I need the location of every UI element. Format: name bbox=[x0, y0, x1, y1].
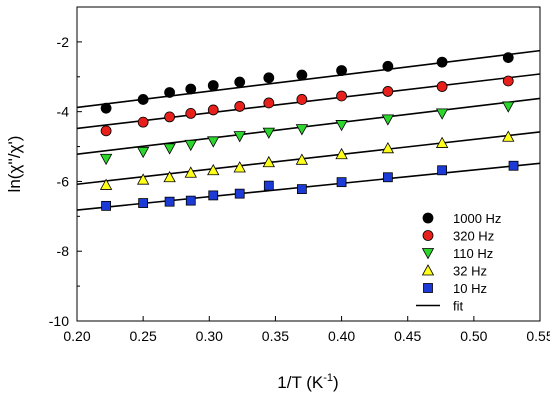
x-tick-label: 0.25 bbox=[130, 328, 157, 344]
data-point bbox=[138, 198, 149, 208]
fit-line bbox=[76, 162, 541, 211]
data-point bbox=[207, 136, 220, 148]
data-point bbox=[295, 124, 309, 136]
data-point bbox=[207, 104, 219, 116]
x-axis-title-superscript: -1 bbox=[323, 372, 333, 384]
legend-marker bbox=[422, 212, 434, 224]
data-point bbox=[234, 188, 245, 199]
y-tick-label: -10 bbox=[49, 313, 69, 329]
data-point bbox=[164, 196, 175, 207]
data-point bbox=[435, 108, 449, 120]
data-point bbox=[435, 136, 449, 148]
x-tick-label: 0.50 bbox=[460, 328, 487, 344]
legend-label: 320 Hz bbox=[453, 229, 494, 244]
y-axis-title: ln(χ''/χ') bbox=[5, 136, 24, 193]
x-tick-label: 0.30 bbox=[196, 328, 223, 344]
data-point bbox=[263, 180, 274, 191]
legend-marker bbox=[423, 283, 433, 293]
data-point bbox=[185, 83, 197, 95]
data-point bbox=[381, 114, 395, 126]
data-point bbox=[136, 173, 150, 185]
x-tick-label: 0.35 bbox=[262, 328, 289, 344]
data-point bbox=[184, 139, 197, 152]
data-point bbox=[234, 101, 246, 112]
data-point bbox=[263, 72, 275, 84]
data-point bbox=[99, 153, 113, 166]
y-axis-ticks: -2 -4 -6 -8 -10 bbox=[49, 6, 82, 329]
x-tick-label: 0.40 bbox=[328, 328, 355, 344]
data-point bbox=[99, 178, 113, 190]
data-point bbox=[502, 75, 514, 87]
data-point bbox=[101, 200, 112, 211]
data-point bbox=[208, 190, 219, 201]
x-axis-title: 1/T (K-1) bbox=[277, 372, 338, 392]
legend-label: 110 Hz bbox=[453, 246, 493, 261]
data-point bbox=[233, 161, 246, 173]
data-point bbox=[382, 86, 394, 97]
legend-marker bbox=[421, 248, 435, 260]
legend-label: fit bbox=[453, 299, 464, 314]
x-axis-ticks: 0.20 0.25 0.30 0.35 0.40 0.45 0.50 0.55 bbox=[63, 316, 550, 344]
data-point bbox=[184, 166, 197, 178]
data-point bbox=[382, 60, 394, 72]
data-point bbox=[100, 102, 112, 114]
data-point bbox=[295, 153, 309, 165]
data-point bbox=[296, 94, 308, 105]
data-point bbox=[437, 165, 448, 176]
y-tick-label: -4 bbox=[57, 104, 70, 120]
legend-marker bbox=[421, 264, 435, 276]
data-point bbox=[233, 131, 246, 143]
data-point bbox=[234, 76, 246, 88]
data-point bbox=[262, 155, 275, 168]
data-point bbox=[382, 172, 393, 183]
data-point bbox=[163, 170, 176, 183]
data-point bbox=[207, 80, 219, 91]
y-tick-label: -6 bbox=[57, 173, 70, 189]
x-tick-label: 0.45 bbox=[394, 328, 421, 344]
fit-line bbox=[76, 73, 541, 130]
data-point bbox=[164, 87, 176, 98]
data-point bbox=[207, 163, 220, 176]
fit-line bbox=[76, 49, 541, 109]
data-point bbox=[335, 147, 348, 160]
data-point bbox=[502, 130, 515, 142]
legend: 1000 Hz 320 Hz 110 Hz 32 Hz 10 Hz fit bbox=[416, 211, 501, 314]
fit-line bbox=[76, 97, 541, 156]
x-tick-label: 0.55 bbox=[526, 328, 550, 344]
data-point bbox=[263, 97, 275, 109]
data-point bbox=[502, 52, 514, 63]
y-tick-label: -8 bbox=[57, 243, 70, 259]
data-point bbox=[336, 65, 347, 76]
fit-line bbox=[76, 131, 541, 186]
legend-label: 1000 Hz bbox=[453, 211, 501, 226]
legend-marker bbox=[422, 230, 434, 241]
data-points bbox=[99, 52, 519, 211]
data-point bbox=[136, 146, 150, 159]
legend-label: 32 Hz bbox=[453, 264, 487, 279]
data-point bbox=[436, 56, 448, 68]
data-point bbox=[164, 111, 176, 123]
data-point bbox=[336, 90, 347, 102]
data-point bbox=[381, 141, 395, 154]
x-axis-title-end: ) bbox=[333, 373, 339, 392]
data-point bbox=[296, 184, 307, 195]
data-point bbox=[100, 125, 112, 137]
data-point bbox=[508, 160, 519, 171]
y-tick-label: -2 bbox=[57, 34, 70, 50]
data-point bbox=[185, 195, 196, 206]
data-point bbox=[137, 116, 149, 128]
data-point bbox=[185, 108, 197, 119]
data-point bbox=[436, 81, 448, 92]
data-point bbox=[296, 69, 308, 81]
data-point bbox=[163, 143, 176, 155]
data-point bbox=[502, 101, 515, 113]
legend-label: 10 Hz bbox=[453, 281, 487, 296]
data-point bbox=[335, 120, 348, 132]
fit-lines bbox=[76, 49, 541, 211]
data-point bbox=[336, 177, 347, 188]
x-tick-label: 0.20 bbox=[63, 328, 90, 344]
data-point bbox=[137, 94, 149, 105]
data-point bbox=[262, 127, 275, 139]
